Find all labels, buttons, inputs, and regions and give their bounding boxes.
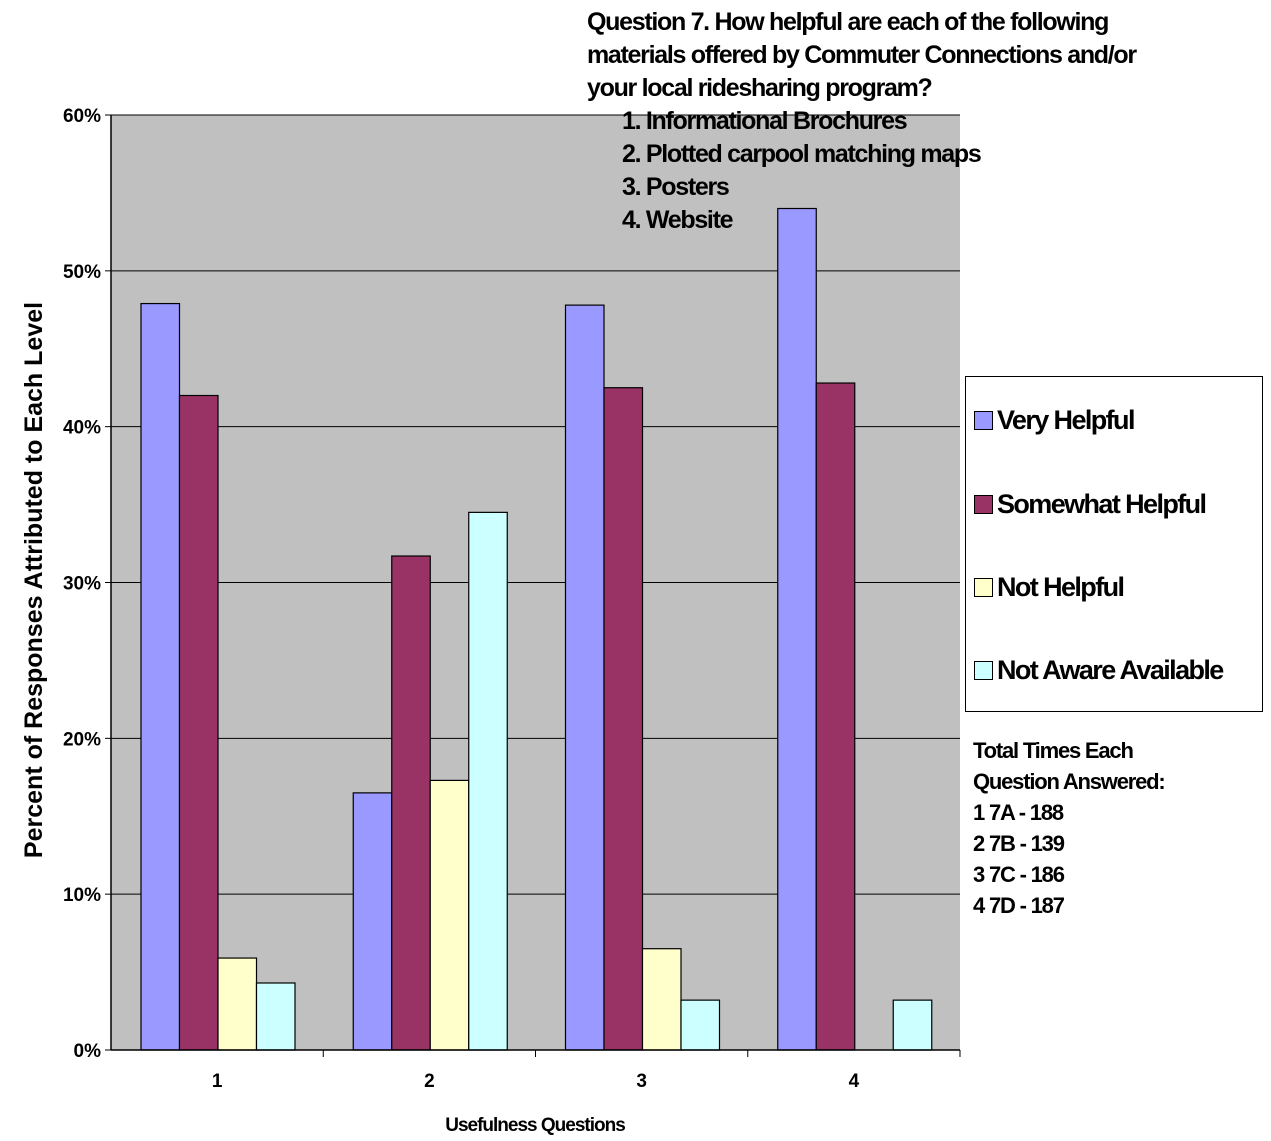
answer-counts-note: Total Times Each Question Answered: 1 7A… <box>973 735 1263 921</box>
legend: Very Helpful Somewhat Helpful Not Helpfu… <box>965 376 1263 712</box>
bar <box>777 207 817 1051</box>
y-tick-label: 10% <box>63 885 101 906</box>
title-line: materials offered by Commuter Connection… <box>587 41 1137 69</box>
y-tick-label: 30% <box>63 574 101 595</box>
bar <box>429 779 470 1051</box>
bar <box>140 302 181 1051</box>
bar <box>178 394 219 1051</box>
legend-swatch <box>974 495 993 514</box>
note-line: Question Answered: <box>973 769 1166 794</box>
y-tick-label: 20% <box>63 729 101 750</box>
y-tick-label: 0% <box>74 1041 102 1062</box>
bar <box>815 382 856 1051</box>
legend-item: Somewhat Helpful <box>974 489 1207 520</box>
legend-item: Not Helpful <box>974 572 1125 603</box>
bar <box>603 387 644 1051</box>
gridlines <box>111 114 960 895</box>
x-tick-label: 4 <box>849 1071 860 1092</box>
x-tick-labels: 1 2 3 4 <box>212 1071 860 1092</box>
bars <box>140 207 933 1051</box>
x-tick-label: 2 <box>424 1071 435 1092</box>
note-line: 1 7A - 188 <box>973 800 1064 825</box>
bar <box>641 948 682 1051</box>
legend-label: Not Aware Available <box>997 655 1224 685</box>
bar <box>564 304 605 1051</box>
note-line: 3 7C - 186 <box>973 862 1065 887</box>
legend-swatch <box>974 578 993 597</box>
title-item: 1. Informational Brochures <box>622 107 908 135</box>
bar <box>680 999 721 1051</box>
note-line: 4 7D - 187 <box>973 893 1065 918</box>
bar <box>892 999 933 1051</box>
legend-item: Not Aware Available <box>974 655 1224 686</box>
bar <box>352 792 393 1051</box>
bar <box>391 555 431 1051</box>
legend-item: Very Helpful <box>974 405 1135 436</box>
y-tick-labels: 0% 10% 20% 30% 40% 50% 60% <box>63 106 101 1062</box>
title-item: 2. Plotted carpool matching maps <box>622 140 982 168</box>
legend-label: Somewhat Helpful <box>997 489 1207 519</box>
chart-title: Question 7. How helpful are each of the … <box>587 6 1147 237</box>
legend-swatch <box>974 411 993 430</box>
y-axis-title: Percent of Responses Attributed to Each … <box>20 302 48 858</box>
title-item: 4. Website <box>622 206 734 234</box>
bar <box>255 982 296 1051</box>
legend-swatch <box>974 661 993 680</box>
x-tick-label: 3 <box>636 1071 647 1092</box>
bar <box>468 511 508 1051</box>
legend-label: Not Helpful <box>997 572 1125 602</box>
title-item: 3. Posters <box>622 173 730 201</box>
x-tick-label: 1 <box>212 1071 223 1092</box>
title-line: Question 7. How helpful are each of the … <box>587 8 1109 36</box>
y-tick-label: 60% <box>63 106 101 127</box>
note-line: Total Times Each <box>973 738 1134 763</box>
title-line: your local ridesharing program? <box>587 74 933 102</box>
note-line: 2 7B - 139 <box>973 831 1065 856</box>
axes <box>105 114 961 1057</box>
y-tick-label: 40% <box>63 418 101 439</box>
legend-label: Very Helpful <box>997 405 1135 435</box>
x-axis-title: Usefulness Questions <box>445 1115 625 1136</box>
bar <box>217 957 258 1051</box>
y-tick-label: 50% <box>63 262 101 283</box>
